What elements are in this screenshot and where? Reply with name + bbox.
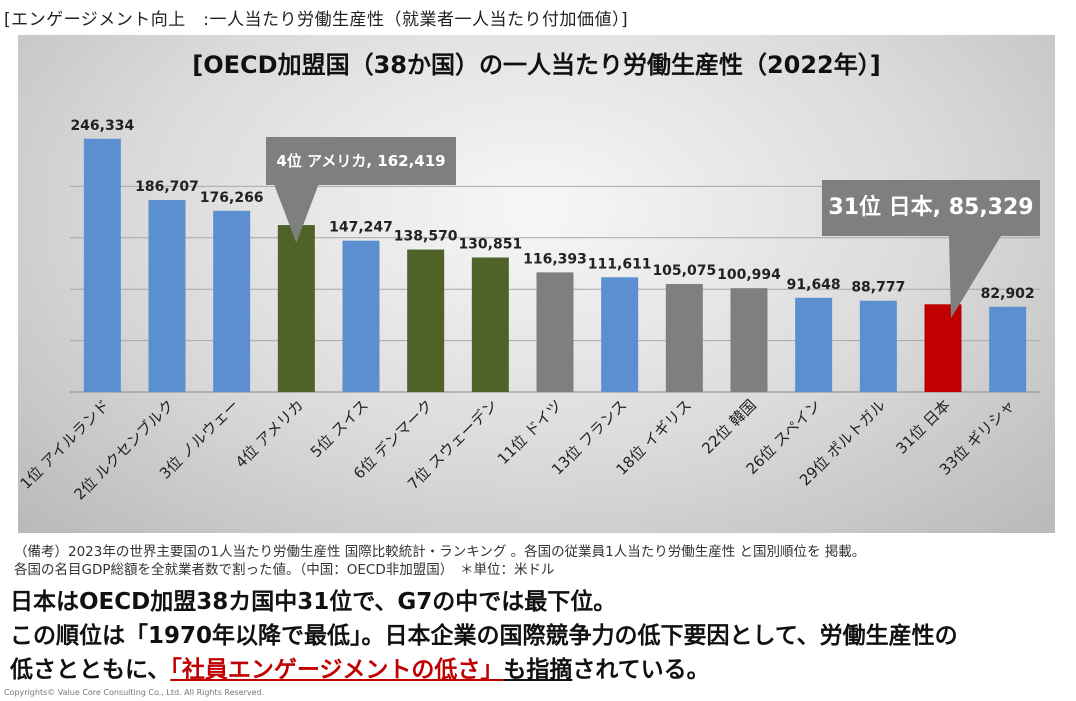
note-line-2: 各国の名目GDP総額を全就業者数で割った値。（中国：OECD非加盟国） ＊単位：… <box>14 562 555 578</box>
bar <box>795 297 833 392</box>
data-label: 105,075 <box>652 263 716 279</box>
bar <box>601 277 639 392</box>
chart-title: [OECD加盟国（38か国）の一人当たり労働生産性（2022年）] <box>192 51 881 79</box>
bar <box>665 283 703 392</box>
conclusion-line-3-post: されている。 <box>572 657 710 683</box>
bar <box>277 225 315 392</box>
callout-japan: 31位 日本, 85,329 <box>822 180 1040 236</box>
data-label: 147,247 <box>329 220 393 236</box>
conclusion-line-3: 低さとともに、「社員エンゲージメントの低さ」も指摘されている。 <box>10 650 710 684</box>
bar <box>859 300 897 392</box>
conclusion-line-3-pre: 低さとともに、 <box>10 657 171 683</box>
data-label: 100,994 <box>717 267 781 283</box>
category-label: 11位 ドイツ <box>494 396 566 468</box>
bar <box>407 249 445 392</box>
bar <box>989 306 1027 392</box>
data-label: 246,334 <box>70 118 134 134</box>
bar <box>342 240 380 392</box>
copyright: Copyrights© Value Core Consulting Co., L… <box>4 688 265 697</box>
data-label: 91,648 <box>787 277 841 293</box>
conclusion-highlight: 「社員エンゲージメントの低さ」 <box>170 657 504 683</box>
note-line-1: （備考）2023年の世界主要国の1人当たり労働生産性 国際比較統計・ランキング … <box>14 544 866 560</box>
bar <box>83 138 121 392</box>
data-label: 186,707 <box>135 179 199 195</box>
conclusion-line-2: この順位は「1970年以降で最低」。日本企業の国際競争力の低下要因として、労働生… <box>10 623 958 649</box>
data-label: 111,611 <box>588 256 652 272</box>
bar <box>536 272 574 392</box>
category-label: 31位 日本 <box>892 396 953 457</box>
data-label: 138,570 <box>394 229 458 245</box>
conclusion-line-1: 日本はOECD加盟38カ国中31位で、G7の中では最下位。 <box>10 589 617 615</box>
callout-japan-pointer <box>949 236 1001 319</box>
category-label: 5位 スイス <box>307 396 372 461</box>
chart-panel: [OECD加盟国（38か国）の一人当たり労働生産性（2022年）] 246,33… <box>18 35 1055 533</box>
bar <box>213 210 251 392</box>
callout-usa: 4位 アメリカ, 162,419 <box>266 137 456 185</box>
data-label: 116,393 <box>523 251 587 267</box>
conclusion-underlined: も指摘 <box>503 657 573 683</box>
category-label: 4位 アメリカ <box>232 396 307 471</box>
bar <box>471 257 509 392</box>
data-label: 82,902 <box>981 286 1035 302</box>
page-header: [エンゲージメント向上 :一人当たり労働生産性（就業者一人当たり付加価値）] <box>4 10 629 30</box>
data-label: 88,777 <box>851 280 905 296</box>
category-label: 22位 韓国 <box>698 396 759 457</box>
data-label: 176,266 <box>200 190 264 206</box>
data-label: 130,851 <box>458 236 522 252</box>
bar <box>730 288 768 392</box>
bar <box>148 200 186 392</box>
callout-usa-pointer <box>274 185 319 244</box>
bar <box>924 304 962 392</box>
